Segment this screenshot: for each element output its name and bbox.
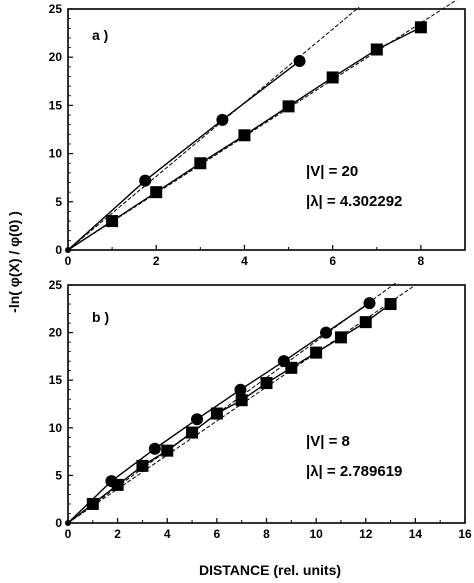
x-tick-label: 4: [164, 527, 171, 541]
square-point: [194, 157, 207, 170]
x-tick-label: 2: [153, 254, 160, 268]
y-tick-label: 25: [49, 2, 63, 16]
y-tick-label: 10: [49, 421, 63, 435]
panel-a: 0 2 4 6 8 0 5 10 15 20 25 a ) |V| = 20 |λ| = 4.302292: [49, 0, 466, 268]
square-point: [186, 426, 199, 439]
x-tick-label: 4: [241, 254, 248, 268]
x-tick-label: 14: [409, 527, 423, 541]
y-tick-label: 5: [55, 468, 62, 482]
square-point: [370, 43, 383, 56]
x-tick-label: 2: [114, 527, 121, 541]
plot-frame: [67, 284, 466, 524]
square-point: [384, 298, 397, 311]
square-point: [161, 444, 174, 457]
square-point: [210, 407, 223, 420]
annotation-v: |V| = 20: [306, 163, 358, 180]
x-tick-label: 0: [65, 527, 72, 541]
y-tick-label: 25: [49, 278, 63, 292]
x-tick-label: 6: [214, 527, 221, 541]
circle-point: [320, 326, 333, 339]
plot-frame: [67, 8, 466, 251]
y-axis-label: -ln( φ(X) / φ(0) ): [6, 211, 22, 313]
circle-point: [191, 413, 204, 426]
x-tick-label: 10: [309, 527, 323, 541]
panel-b: 0 2 4 6 8 10 12 14 16 0 5 10 15 20 25 b ) |V| = 8 |λ| = 2…: [49, 278, 472, 541]
square-point: [310, 346, 323, 359]
square-point: [136, 459, 149, 472]
square-point: [285, 361, 298, 374]
square-point: [282, 100, 295, 113]
square-point: [334, 331, 347, 344]
square-point: [238, 129, 251, 142]
circle-series-line: [67, 302, 370, 524]
circle-point: [139, 174, 152, 187]
square-point: [111, 478, 124, 491]
y-tick-label: 20: [49, 326, 63, 340]
x-tick-label: 6: [329, 254, 336, 268]
fit-line: [67, 6, 360, 251]
origin-point: [65, 247, 71, 253]
annotation-v: |V| = 8: [306, 433, 350, 450]
square-point: [235, 394, 248, 407]
y-tick-label: 0: [55, 516, 62, 530]
square-point: [359, 316, 372, 329]
circle-point: [234, 383, 247, 396]
y-tick-label: 10: [49, 147, 63, 161]
x-tick-label: 0: [65, 254, 72, 268]
x-axis-label: DISTANCE (rel. units): [199, 562, 341, 578]
y-tick-label: 15: [49, 373, 63, 387]
y-tick-label: 5: [55, 195, 62, 209]
circle-point: [363, 297, 376, 310]
circle-point: [216, 113, 229, 126]
origin-point: [65, 520, 71, 526]
y-tick-label: 15: [49, 98, 63, 112]
panel-label: a ): [92, 27, 108, 43]
annotation-lambda: |λ| = 2.789619: [306, 463, 402, 480]
x-tick-label: 16: [458, 527, 472, 541]
circle-point: [148, 442, 161, 455]
y-tick-label: 20: [49, 50, 63, 64]
x-tick-label: 12: [359, 527, 373, 541]
circle-point: [293, 55, 306, 68]
square-point: [414, 21, 427, 34]
square-point: [260, 377, 273, 390]
panel-label: b ): [92, 309, 109, 325]
annotation-lambda: |λ| = 4.302292: [306, 193, 402, 210]
square-point: [326, 71, 339, 84]
fit-line: [67, 0, 458, 251]
square-point: [150, 186, 163, 199]
square-point: [106, 215, 119, 228]
x-tick-label: 8: [418, 254, 425, 268]
y-tick-label: 0: [55, 243, 62, 257]
x-tick-label: 8: [263, 527, 270, 541]
square-point: [86, 497, 99, 510]
